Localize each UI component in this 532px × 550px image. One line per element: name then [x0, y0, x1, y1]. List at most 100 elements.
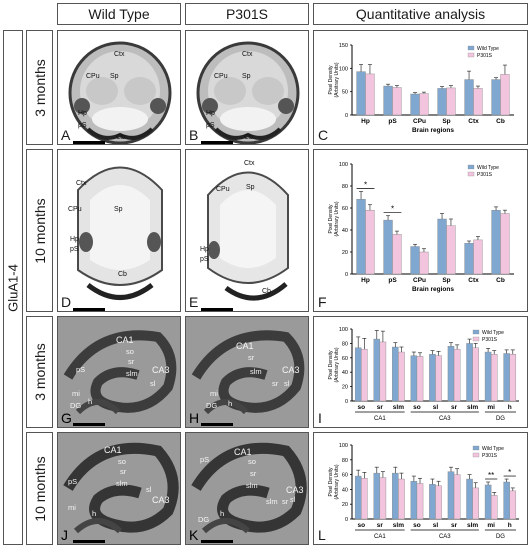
legend-swatch-wild-type	[472, 445, 480, 451]
row-label-2: 10 months	[31, 197, 48, 264]
panel-letter-g: G	[61, 410, 72, 426]
y-tick-label: 20	[342, 502, 348, 508]
x-tick-label: h	[508, 522, 512, 529]
bar-p301s	[446, 87, 456, 116]
bar-wild-type	[354, 475, 362, 520]
label-cb: Cb	[116, 134, 125, 141]
bar-p301s	[392, 234, 402, 275]
label-ca3: CA3	[152, 365, 170, 375]
label-ps: pS	[76, 365, 86, 374]
brain-coronal-image-b	[196, 41, 300, 144]
label-hp: Hp	[206, 110, 215, 117]
label-ca3: CA3	[286, 485, 304, 495]
bar-wild-type	[437, 88, 447, 116]
row-label-box-1: 3 months	[26, 30, 53, 145]
brain-image-panel-a: Ctx CPu Sp Hp pS Cb A	[57, 30, 181, 145]
label-ctx: Ctx	[114, 51, 125, 58]
bar-wild-type	[503, 481, 510, 520]
bar-p301s	[500, 74, 510, 116]
bar-wild-type	[491, 210, 501, 275]
bar-p301s	[473, 88, 483, 116]
bar-chart-f: 0 20 40 60 80 100 Pixel Density(Arbitrary Unit…	[328, 162, 514, 293]
x-tick-label: pS	[388, 277, 397, 284]
y-tick-label: 100	[339, 66, 348, 72]
y-axis-label: Pixel Density(Arbitrary Units)	[328, 62, 340, 97]
significance-mark: *	[508, 468, 511, 477]
y-tick-label: 0	[345, 517, 348, 523]
panel-letter-l: L	[318, 527, 326, 543]
y-tick-label: 40	[342, 487, 348, 493]
legend-swatch-p301s	[467, 52, 475, 58]
y-axis-label: Pixel Density(Arbitrary Units)	[328, 201, 340, 236]
label-so: so	[118, 457, 126, 466]
x-tick-label: Ctx	[468, 118, 479, 125]
scale-bar	[73, 540, 105, 543]
label-h: h	[92, 509, 97, 518]
legend-swatch-wild-type	[472, 329, 480, 335]
legend-label: Wild Type	[477, 46, 499, 52]
x-tick-label: slm	[467, 404, 478, 411]
side-label: GluA1-4	[5, 263, 21, 312]
x-tick-label: so	[413, 404, 421, 411]
bar-wild-type	[392, 472, 399, 520]
x-tick-label: sr	[451, 522, 458, 529]
legend-label: P301S	[482, 337, 498, 343]
bar-wild-type	[437, 218, 447, 275]
label-h: h	[220, 509, 225, 518]
scale-bar	[201, 308, 233, 311]
bar-p301s	[472, 347, 479, 402]
legend-swatch-wild-type	[467, 45, 475, 51]
bar-wild-type	[356, 71, 366, 116]
bar-p301s	[416, 483, 424, 520]
x-tick-label: Hp	[361, 118, 370, 125]
x-axis-label: Brain regions	[412, 286, 454, 293]
y-tick-label: 50	[342, 90, 348, 96]
label-ca1: CA1	[116, 335, 134, 345]
bar-wild-type	[447, 471, 455, 520]
label-sl: sl	[150, 379, 156, 388]
bar-wild-type	[410, 355, 418, 402]
bar-wild-type	[429, 484, 436, 520]
scale-bar	[73, 141, 105, 144]
label-cpu: CPu	[86, 73, 100, 80]
row-label-4: 10 months	[31, 455, 48, 522]
label-hp: Hp	[70, 236, 79, 243]
header-p301s: P301S	[185, 3, 309, 25]
hippocampus-image-panel-k: CA1 CA3 so sr slm slm sr sl pS h DG K	[185, 432, 309, 545]
group-label: CA3	[439, 416, 451, 422]
label-slm-2: slm	[266, 497, 278, 506]
y-tick-label: 0	[345, 113, 348, 119]
group-label: DG	[496, 416, 505, 422]
panel-letter-i: I	[318, 410, 322, 426]
legend-label: Wild Type	[482, 330, 504, 336]
label-ps: pS	[68, 477, 78, 486]
hippocampus-image-h	[191, 330, 305, 415]
x-tick-label: Hp	[361, 277, 370, 284]
panel-letter-j: J	[61, 527, 68, 543]
label-ctx: Ctx	[242, 51, 253, 58]
label-so: so	[248, 457, 256, 466]
bar-chart-c: 0 50 100 150 Pixel Density(Arbitrary Units) H…	[328, 43, 514, 134]
side-label-box: GluA1-4	[3, 30, 23, 545]
hippocampus-image-panel-j: CA1 CA3 so sr slm sl pS mi h J	[57, 432, 181, 545]
y-axis-label: Pixel Density(Arbitrary Units)	[328, 347, 340, 382]
bar-wild-type	[484, 484, 492, 520]
bar-wild-type	[373, 338, 381, 402]
x-tick-label: CPu	[413, 118, 426, 125]
x-tick-label: Cb	[496, 277, 505, 284]
label-sl: sl	[146, 485, 152, 494]
x-tick-label: so	[413, 522, 421, 529]
bar-p301s	[392, 87, 402, 116]
x-tick-label: sl	[433, 522, 439, 529]
label-cpu: CPu	[216, 186, 230, 193]
label-ca3: CA3	[282, 365, 300, 375]
label-ca1: CA1	[236, 341, 254, 351]
legend-swatch-wild-type	[467, 164, 475, 170]
label-sr: sr	[128, 357, 135, 366]
bar-wild-type	[464, 242, 474, 275]
row-label-box-2: 10 months	[26, 149, 53, 312]
group-label: CA3	[439, 534, 451, 540]
label-sl: sl	[290, 495, 296, 504]
bar-wild-type	[356, 199, 366, 275]
group-label: DG	[496, 534, 505, 540]
